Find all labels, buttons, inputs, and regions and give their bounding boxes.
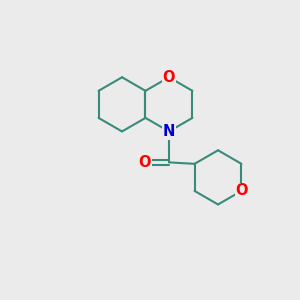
Text: O: O xyxy=(235,183,248,198)
Text: O: O xyxy=(139,155,151,170)
Text: N: N xyxy=(163,124,175,139)
Text: O: O xyxy=(163,70,175,85)
